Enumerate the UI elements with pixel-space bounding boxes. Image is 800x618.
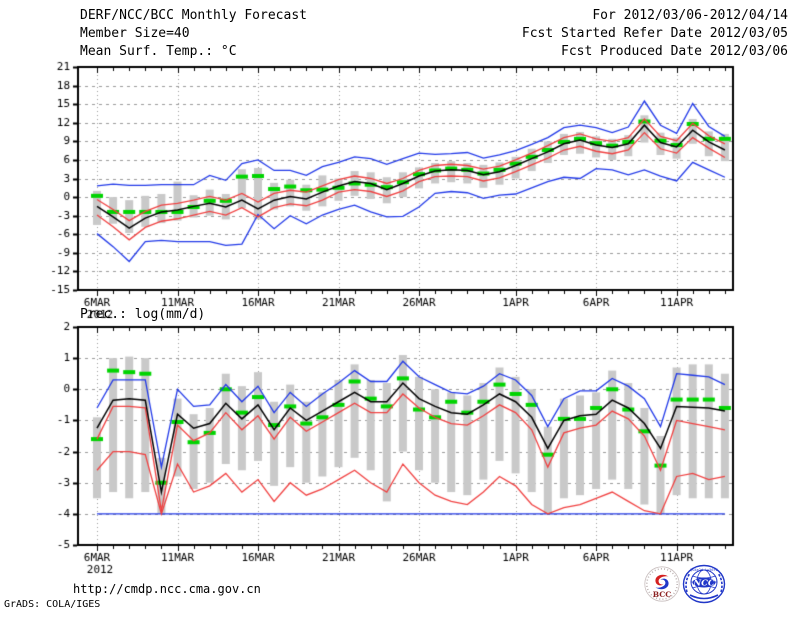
bcc-logo-label: BCC xyxy=(653,590,671,599)
precipitation-panel-title: Prec.: log(mm/d) xyxy=(80,307,206,322)
ncc-logo-label: NCC xyxy=(692,579,715,589)
bcc-logo-red-swirl xyxy=(655,574,669,586)
source-url-text: http://cmdp.ncc.cma.gov.cn xyxy=(73,582,261,596)
ncc-logo: NCC \u4e2d \u56fd xyxy=(682,564,726,604)
forecast-produced-date: Fcst Produced Date 2012/03/06 xyxy=(561,44,788,59)
member-size-label: Member Size=40 xyxy=(80,26,190,41)
forecast-valid-range: For 2012/03/06-2012/04/14 xyxy=(592,8,788,23)
forecast-refer-date: Fcst Started Refer Date 2012/03/05 xyxy=(521,26,788,41)
page-title: DERF/NCC/BCC Monthly Forecast xyxy=(80,8,307,23)
temperature-panel-title: Mean Surf. Temp.: °C xyxy=(80,44,237,59)
bcc-logo: BCC xyxy=(644,566,680,602)
bcc-logo-blue-swirl xyxy=(655,578,669,590)
grads-stamp: GrADS: COLA/IGES xyxy=(4,599,101,610)
ncc-logo-top-marks: \u4e2d \u56fd xyxy=(690,568,717,572)
